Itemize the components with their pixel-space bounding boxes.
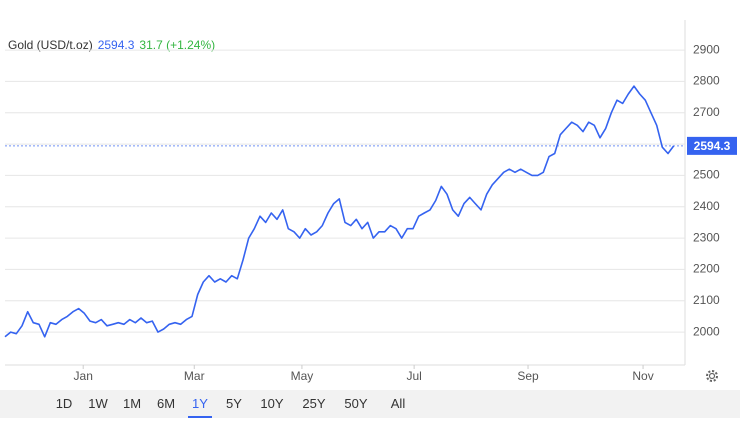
x-tick-label: May bbox=[291, 369, 314, 383]
chart-title: Gold (USD/t.oz) 2594.3 31.7 (+1.24%) bbox=[8, 38, 215, 52]
price: 2594.3 bbox=[98, 38, 135, 52]
range-button[interactable]: 10Y bbox=[260, 396, 284, 411]
range-button[interactable]: 1D bbox=[55, 396, 73, 411]
y-tick-label: 2400 bbox=[693, 199, 720, 213]
y-tick-label: 2000 bbox=[693, 324, 720, 338]
range-button[interactable]: 5Y bbox=[226, 396, 242, 411]
range-button[interactable]: 25Y bbox=[302, 396, 326, 411]
x-tick-label: Nov bbox=[632, 369, 653, 383]
range-button[interactable]: All bbox=[390, 396, 406, 411]
range-button[interactable]: 6M bbox=[156, 396, 176, 411]
y-tick-label: 2200 bbox=[693, 262, 720, 276]
y-tick-label: 2800 bbox=[693, 74, 720, 88]
title: Gold (USD/t.oz) bbox=[8, 38, 93, 52]
chart: Gold (USD/t.oz) 2594.3 31.7 (+1.24%) 2000 2… bbox=[4, 20, 737, 383]
range-button[interactable]: 1M bbox=[122, 396, 142, 411]
change: 31.7 (+1.24%) bbox=[139, 38, 215, 52]
price-line bbox=[4, 85, 675, 338]
range-button[interactable]: 1Y bbox=[188, 390, 212, 418]
y-tick-label: 2300 bbox=[693, 230, 720, 244]
current-price-box bbox=[687, 136, 737, 155]
x-tick-label: Jan bbox=[74, 369, 93, 383]
y-tick-label: 2700 bbox=[693, 105, 720, 119]
range-bar: 1D 1W 1M 6M 1Y 5Y 10Y 25Y 50Y All bbox=[0, 390, 740, 418]
y-tick-label: 2500 bbox=[693, 168, 720, 182]
range-button[interactable]: 1W bbox=[88, 396, 108, 411]
x-tick-label: Mar bbox=[184, 369, 205, 383]
x-tick-label: Jul bbox=[406, 369, 421, 383]
settings-icon[interactable] bbox=[706, 370, 718, 382]
current-price-label: 2594.3 bbox=[694, 139, 731, 153]
y-tick-label: 2100 bbox=[693, 293, 720, 307]
y-tick-label: 2900 bbox=[693, 42, 720, 56]
range-button[interactable]: 50Y bbox=[344, 396, 368, 411]
x-tick-label: Sep bbox=[517, 369, 539, 383]
